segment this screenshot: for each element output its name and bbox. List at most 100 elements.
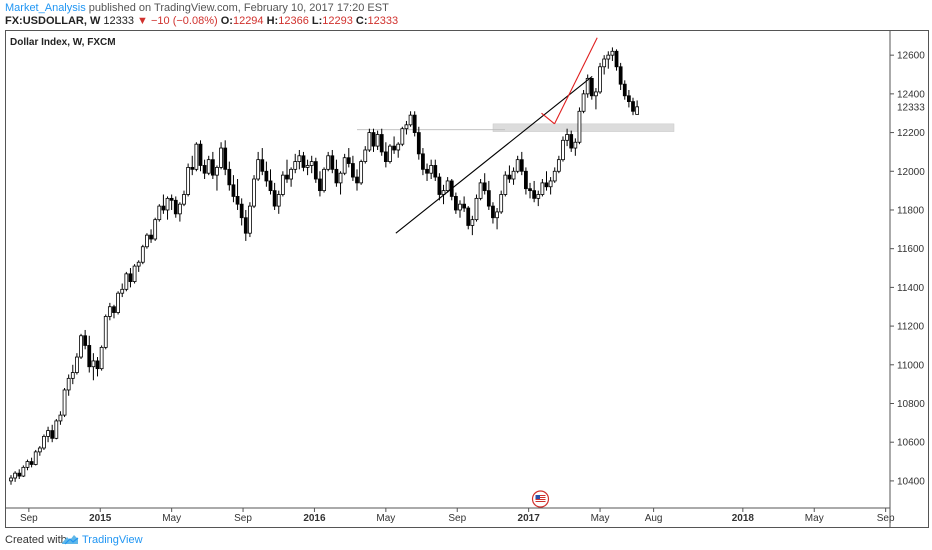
candle bbox=[532, 180, 537, 203]
candle bbox=[235, 179, 240, 210]
candle bbox=[194, 142, 199, 172]
candle-body bbox=[42, 435, 46, 449]
price-axis[interactable]: 12600 12400 12200 12000 11800 11600 11400 11200… bbox=[890, 51, 925, 488]
candle-body bbox=[33, 451, 38, 465]
y-tick-label: 10800 bbox=[897, 399, 925, 410]
projection-pullback bbox=[541, 112, 555, 125]
candle-body bbox=[433, 165, 438, 178]
created-with-label: Created with bbox=[5, 534, 67, 546]
y-tick-label: 11600 bbox=[897, 244, 925, 255]
candle-body bbox=[223, 147, 228, 170]
candle-body bbox=[412, 114, 417, 133]
high-label: H: bbox=[266, 15, 279, 27]
candle-body bbox=[313, 161, 318, 180]
candle-body bbox=[594, 91, 598, 97]
candle bbox=[421, 148, 425, 176]
candle-body bbox=[635, 106, 640, 115]
candle bbox=[552, 167, 557, 183]
candle bbox=[326, 151, 331, 172]
x-tick-label: Sep bbox=[448, 513, 466, 524]
candle bbox=[58, 411, 63, 425]
candle-body bbox=[153, 219, 158, 240]
candle-body bbox=[103, 316, 108, 348]
candle bbox=[618, 62, 623, 90]
down-arrow-icon: ▼ bbox=[137, 15, 148, 27]
candle bbox=[153, 217, 158, 241]
candle bbox=[367, 128, 372, 152]
candle bbox=[594, 88, 598, 110]
candle bbox=[598, 62, 602, 94]
candle bbox=[503, 171, 508, 197]
candle-body bbox=[182, 194, 186, 205]
candle bbox=[186, 163, 191, 197]
candle-body bbox=[145, 234, 149, 248]
candle bbox=[42, 434, 46, 450]
candle bbox=[210, 151, 215, 180]
author-link[interactable]: Market_Analysis bbox=[5, 2, 86, 14]
x-tick-label: May bbox=[162, 513, 181, 524]
candle-body bbox=[260, 159, 265, 172]
candle-body bbox=[169, 197, 174, 201]
candle-body bbox=[511, 170, 516, 180]
candle-body bbox=[470, 219, 475, 226]
candle bbox=[561, 136, 565, 162]
candle-body bbox=[532, 190, 537, 199]
symbol-info: FX:USDOLLAR, W 12333 ▼ −10 (−0.08%) O:12… bbox=[5, 15, 398, 27]
candle-body bbox=[338, 172, 343, 184]
candle bbox=[79, 333, 83, 359]
candle bbox=[528, 182, 532, 199]
candle bbox=[165, 196, 170, 220]
candle bbox=[400, 126, 405, 147]
candle-body bbox=[256, 159, 261, 180]
candle bbox=[631, 97, 635, 116]
candle-body bbox=[50, 430, 55, 439]
candle-body bbox=[503, 174, 508, 195]
candle-body bbox=[37, 447, 42, 453]
candle bbox=[404, 120, 409, 135]
candle bbox=[519, 151, 524, 176]
candle-body bbox=[157, 205, 162, 221]
candle bbox=[112, 304, 116, 319]
candle bbox=[565, 128, 569, 147]
candle bbox=[470, 215, 475, 236]
y-tick-label: 12200 bbox=[897, 128, 925, 139]
candle-body bbox=[573, 141, 578, 149]
candle-body bbox=[519, 159, 524, 172]
candle-body bbox=[342, 157, 347, 174]
candle-body bbox=[462, 203, 466, 209]
candle bbox=[515, 155, 520, 174]
time-axis[interactable]: Sep 2015 May Sep 2016 May Sep 2017 May Aug 2018 May… bbox=[20, 508, 895, 524]
candle bbox=[371, 128, 376, 152]
price-chart[interactable]: Dollar Index, W, FXCM 12600 12400 12200 120… bbox=[5, 30, 929, 528]
candle bbox=[239, 198, 244, 226]
candle-body bbox=[116, 292, 120, 313]
flag-canton bbox=[535, 495, 540, 499]
candle bbox=[585, 74, 590, 98]
candle-body bbox=[561, 139, 565, 161]
candle bbox=[66, 374, 71, 396]
candle-body bbox=[243, 217, 248, 234]
candle bbox=[355, 169, 359, 191]
event-marker[interactable] bbox=[531, 490, 550, 508]
candle-body bbox=[351, 163, 355, 178]
candle bbox=[445, 177, 450, 193]
candle-body bbox=[79, 335, 83, 358]
x-tick-label: 2017 bbox=[518, 513, 541, 524]
candle bbox=[149, 229, 153, 243]
candle bbox=[157, 204, 162, 222]
candle bbox=[145, 233, 149, 249]
symbol-label: FX:USDOLLAR, W bbox=[5, 15, 101, 27]
candle bbox=[29, 457, 34, 468]
tradingview-brand-link[interactable]: TradingView bbox=[82, 534, 143, 546]
candle bbox=[223, 140, 228, 176]
candle-body bbox=[29, 461, 34, 465]
candle-body bbox=[231, 184, 236, 197]
candle-body bbox=[276, 194, 281, 207]
candle bbox=[379, 128, 384, 156]
candle-body bbox=[202, 165, 207, 174]
candle bbox=[17, 469, 22, 479]
footer: Created with TradingView bbox=[0, 528, 932, 550]
candle-body bbox=[99, 346, 104, 370]
close-label: C: bbox=[355, 15, 368, 27]
candle-body bbox=[293, 161, 298, 170]
